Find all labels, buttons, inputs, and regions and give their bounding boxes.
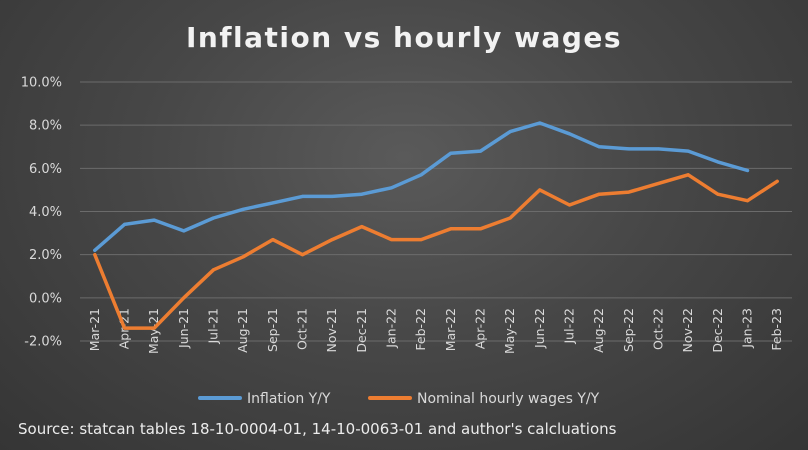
series-lines: [93, 121, 779, 330]
data-point: [479, 149, 482, 153]
y-tick-label: 8.0%: [29, 119, 62, 134]
data-point: [597, 192, 601, 196]
y-tick-label: 0.0%: [29, 291, 62, 306]
data-point: [508, 216, 512, 220]
data-point: [716, 160, 720, 164]
data-point: [538, 188, 542, 192]
y-tick-label: 10.0%: [21, 76, 62, 91]
data-point: [627, 190, 631, 194]
chart-title: Inflation vs hourly wages: [186, 21, 622, 54]
x-tick-label: Dec-22: [710, 308, 725, 353]
data-point: [152, 218, 156, 222]
data-point: [390, 186, 393, 190]
x-tick-label: Aug-21: [235, 308, 250, 353]
x-tick-label: Dec-21: [354, 308, 369, 353]
data-point: [330, 238, 334, 242]
data-point: [93, 248, 97, 252]
data-point: [93, 253, 97, 257]
x-tick-label: Jun-22: [532, 308, 547, 349]
series-line-wages: [93, 173, 779, 330]
y-tick-label: -2.0%: [24, 335, 62, 350]
data-point: [716, 192, 720, 196]
data-point: [746, 199, 749, 203]
data-point: [686, 173, 690, 177]
y-tick-label: 6.0%: [29, 162, 62, 177]
data-point: [360, 192, 364, 196]
x-tick-label: May-22: [502, 308, 517, 354]
y-tick-label: 2.0%: [29, 248, 62, 263]
legend-label-inflation: Inflation Y/Y: [247, 391, 331, 407]
data-point: [390, 238, 393, 242]
data-point: [271, 201, 275, 205]
data-point: [538, 121, 542, 125]
data-point: [568, 132, 571, 136]
data-point: [182, 296, 186, 300]
data-point: [449, 227, 453, 231]
x-tick-label: Feb-23: [769, 308, 784, 351]
x-tick-label: Jan-23: [740, 308, 755, 349]
data-point: [152, 326, 156, 330]
data-point: [775, 179, 779, 183]
data-point: [746, 168, 749, 172]
data-point: [419, 238, 423, 242]
x-tick-label: Oct-21: [295, 308, 310, 350]
x-tick-label: Jul-22: [562, 308, 577, 345]
data-point: [123, 326, 126, 330]
data-point: [212, 216, 215, 220]
x-tick-label: Oct-22: [651, 308, 666, 350]
x-tick-label: May-21: [146, 308, 161, 354]
x-tick-label: Nov-21: [324, 308, 339, 352]
data-point: [657, 181, 660, 185]
data-point: [479, 227, 482, 231]
x-tick-label: Feb-22: [413, 308, 428, 351]
data-point: [449, 151, 453, 155]
x-tick-label: Nov-22: [680, 308, 695, 352]
x-tick-label: Jul-21: [206, 308, 221, 345]
y-tick-label: 4.0%: [29, 205, 62, 220]
x-tick-label: Jan-22: [384, 308, 399, 349]
data-point: [360, 225, 364, 229]
data-point: [568, 203, 571, 207]
x-tick-label: Apr-22: [473, 308, 488, 349]
data-point: [241, 207, 245, 211]
x-axis-labels: Mar-21Apr-21May-21Jun-21Jul-21Aug-21Sep-…: [87, 308, 784, 354]
data-point: [271, 238, 275, 242]
data-point: [657, 147, 660, 151]
legend-label-wages: Nominal hourly wages Y/Y: [417, 391, 600, 407]
source-note: Source: statcan tables 18-10-0004-01, 14…: [18, 420, 617, 438]
data-point: [330, 194, 334, 198]
y-axis-labels: -2.0% 0.0% 2.0% 4.0% 6.0% 8.0% 10.0%: [21, 76, 62, 350]
legend: Inflation Y/Y Nominal hourly wages Y/Y: [198, 391, 600, 407]
data-point: [597, 145, 601, 149]
data-point: [241, 255, 245, 259]
data-point: [182, 229, 186, 233]
data-point: [627, 147, 631, 151]
data-point: [123, 222, 126, 226]
data-point: [419, 173, 423, 177]
data-point: [301, 194, 304, 198]
data-point: [686, 149, 690, 153]
grid-lines: [80, 81, 792, 342]
data-point: [212, 268, 215, 272]
data-point: [301, 253, 304, 257]
data-point: [508, 130, 512, 134]
x-tick-label: Sep-22: [621, 308, 636, 352]
x-tick-label: Mar-22: [443, 308, 458, 351]
x-tick-label: Mar-21: [87, 308, 102, 351]
x-tick-label: Jun-21: [176, 308, 191, 349]
x-tick-label: Aug-22: [591, 308, 606, 353]
x-tick-label: Sep-21: [265, 308, 280, 352]
